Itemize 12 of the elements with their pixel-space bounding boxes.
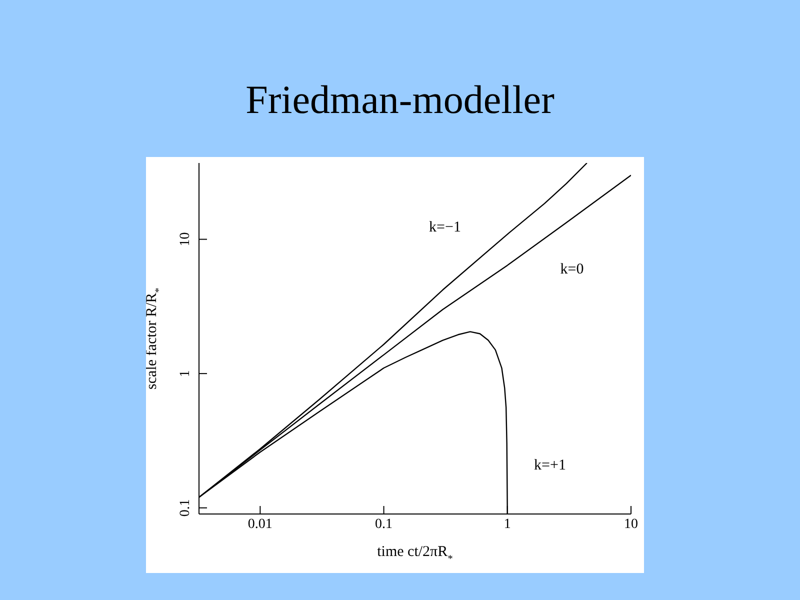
y-tick-label: 1 (178, 370, 193, 378)
x-axis-title: time ct/2πR$_{*}$ (377, 544, 453, 564)
y-tick-label: 0.1 (178, 499, 193, 517)
x-tick-label: 0.01 (248, 516, 272, 532)
y-tick-label: 10 (178, 232, 193, 246)
x-tick-label: 10 (624, 516, 638, 532)
series-label: k=−1 (429, 220, 461, 236)
x-tick-label: 1 (504, 516, 511, 532)
chart-title: Friedman-modeller (244, 76, 556, 123)
series-label: k=0 (560, 262, 584, 278)
x-tick-label: 0.1 (375, 516, 393, 532)
series-label: k=+1 (534, 458, 566, 474)
